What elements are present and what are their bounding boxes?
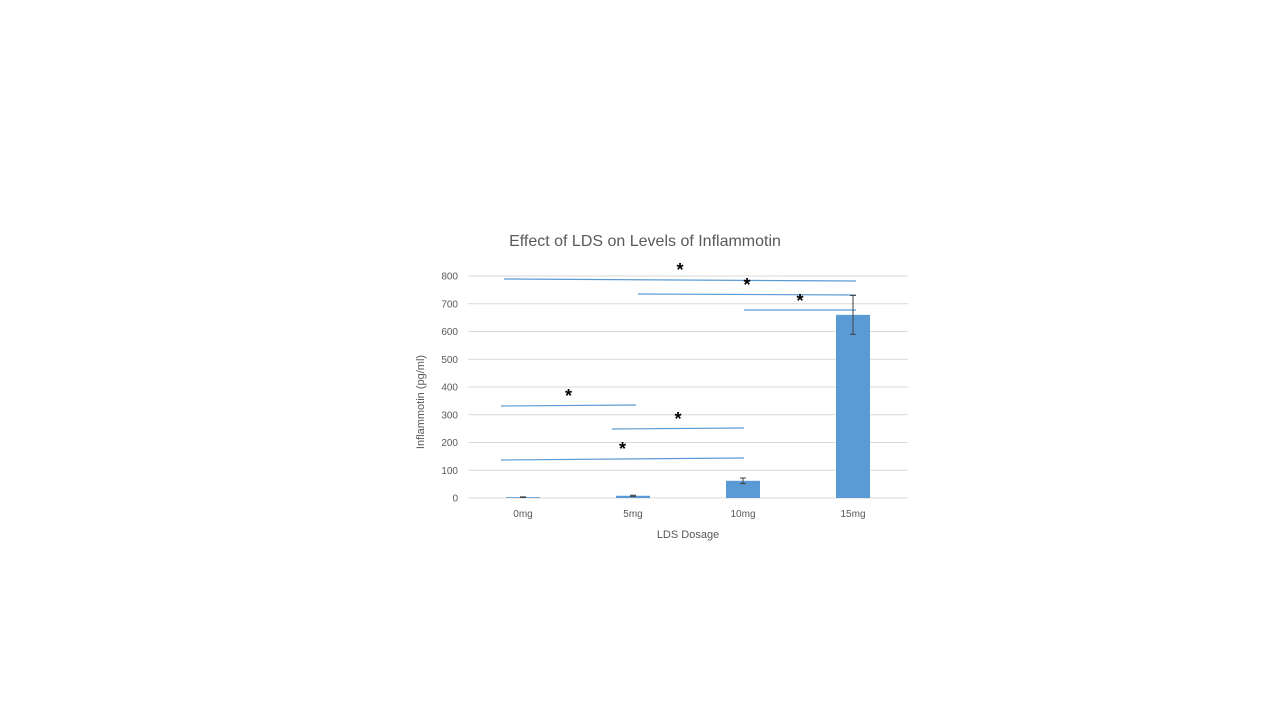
x-tick-labels: 0mg 5mg 10mg 15mg [513, 509, 865, 520]
error-bar-5mg [630, 494, 636, 497]
y-tick-label: 500 [441, 355, 458, 366]
significance-star: * [743, 275, 750, 295]
significance-line [637, 293, 857, 296]
significance-star: * [674, 409, 681, 429]
bar-10mg [726, 480, 760, 498]
significance-star: * [565, 386, 572, 406]
y-axis-title: Inflammotin (pg/ml) [415, 355, 427, 449]
error-bars [520, 294, 856, 498]
significance-line [503, 278, 857, 282]
error-bar-0mg [520, 496, 526, 498]
y-tick-label: 400 [441, 383, 458, 394]
significance-star: * [676, 260, 683, 280]
error-bar-10mg [740, 477, 746, 485]
y-tick-label: 100 [441, 466, 458, 477]
y-tick-label: 300 [441, 410, 458, 421]
significance-bracket: * [503, 260, 857, 282]
bar-15mg [836, 314, 870, 498]
significance-bracket: * [744, 291, 856, 311]
y-tick-label: 600 [441, 327, 458, 338]
significance-line [611, 427, 745, 430]
significance-annotations: * * * * * * [500, 260, 857, 461]
bars [506, 314, 870, 498]
x-axis-title: LDS Dosage [657, 529, 719, 541]
x-tick-label: 5mg [623, 509, 642, 520]
significance-bracket: * [611, 409, 745, 430]
y-tick-label: 800 [441, 272, 458, 283]
y-tick-labels: 0 100 200 300 400 500 600 700 800 [441, 272, 458, 505]
significance-bracket: * [500, 439, 745, 461]
x-tick-label: 15mg [840, 509, 865, 520]
significance-bracket: * [637, 275, 857, 296]
gridlines [468, 275, 908, 499]
significance-line [500, 457, 745, 461]
chart-title: Effect of LDS on Levels of Inflammotin [509, 233, 781, 250]
y-tick-label: 700 [441, 299, 458, 310]
significance-bracket: * [500, 386, 637, 407]
significance-star: * [796, 291, 803, 311]
x-tick-label: 0mg [513, 509, 532, 520]
y-tick-label: 200 [441, 438, 458, 449]
significance-star: * [619, 439, 626, 459]
error-bar-15mg [850, 294, 856, 335]
x-tick-label: 10mg [730, 509, 755, 520]
y-tick-label: 0 [452, 494, 458, 505]
bar-5mg [616, 495, 650, 498]
significance-line [500, 404, 637, 407]
